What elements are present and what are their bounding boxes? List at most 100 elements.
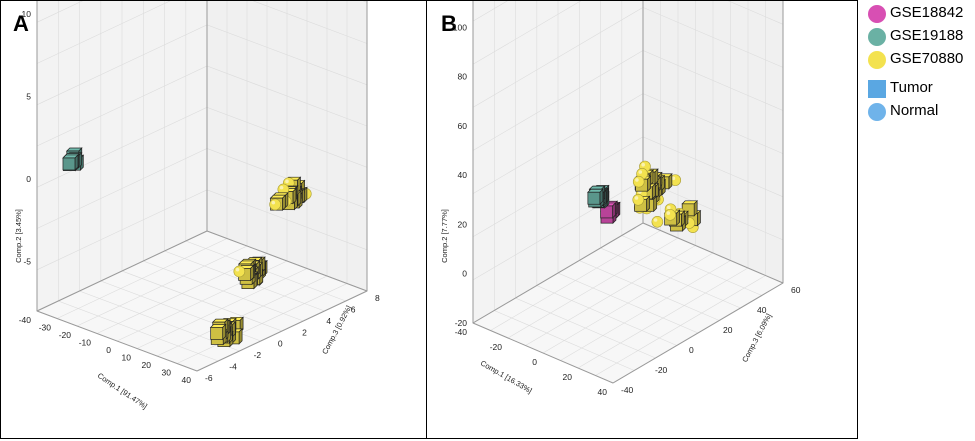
x-tick-label: -40 <box>19 315 32 325</box>
x-tick-label: -40 <box>455 327 468 337</box>
z-axis-label: Comp.3 [0.92%] <box>320 304 353 356</box>
y-tick-label: 5 <box>26 92 31 102</box>
legend-label-tumor: Tumor <box>890 79 933 96</box>
legend-swatch-gse18842 <box>868 5 886 23</box>
x-tick-label: -20 <box>59 330 72 340</box>
plot-box <box>35 1 369 372</box>
box-edge <box>36 310 198 372</box>
sphere-highlight <box>235 267 240 272</box>
data-points <box>587 160 702 233</box>
sphere-highlight <box>279 185 284 190</box>
cube-side <box>654 168 659 185</box>
legend: GSE18842 GSE19188 GSE70880 Tumor Normal <box>866 2 975 123</box>
tumor-cube-gse70880 <box>209 323 227 341</box>
x-tick-label: 40 <box>598 387 608 397</box>
sphere-highlight <box>641 162 645 167</box>
cube-side <box>693 199 698 217</box>
tumor-cube-gse19188 <box>62 154 79 171</box>
z-tick-label: 40 <box>757 305 767 315</box>
z-tick-label: 60 <box>791 285 801 295</box>
sphere-highlight <box>671 176 676 181</box>
plot-box <box>472 1 784 384</box>
z-tick-label: 20 <box>723 325 733 335</box>
legend-label-gse18842: GSE18842 <box>890 4 964 21</box>
x-axis-label: Comp.1 [91.47%] <box>96 371 149 411</box>
panel-a: A -40 -30 -20 -10 0 10 20 30 40 -6 -4 -2 0 2 4 6 8 -5 0 5 10… <box>0 0 427 439</box>
legend-square-icon <box>868 80 886 98</box>
x-tick-label: 20 <box>563 372 573 382</box>
ticks: -40-2002040-40-200204060-200204060801001… <box>453 22 801 397</box>
sphere-highlight <box>634 196 639 200</box>
z-tick-label: -4 <box>229 362 237 372</box>
y-tick-label: 10 <box>22 9 32 19</box>
cube-side <box>238 328 243 345</box>
y-axis-label: Comp.2 [7.77%] <box>440 209 449 263</box>
y-tick-label: 80 <box>458 72 468 82</box>
cube-side <box>681 210 685 227</box>
x-tick-label: -10 <box>79 338 92 348</box>
z-tick-label: 6 <box>351 304 356 314</box>
cube-side <box>651 183 656 200</box>
panel-a-letter: A <box>13 11 29 36</box>
z-tick-label: -6 <box>205 373 213 383</box>
sphere-highlight <box>653 218 658 222</box>
chart-b-svg: -40-2002040-40-200204060-200204060801001… <box>440 1 801 397</box>
sphere-highlight <box>271 200 276 205</box>
cube-front <box>587 191 601 205</box>
box-edges <box>472 1 784 384</box>
sphere-highlight <box>635 178 639 182</box>
y-tick-label: -5 <box>23 257 31 267</box>
cube-side <box>647 175 651 193</box>
normal-sphere-gse70880 <box>632 175 645 188</box>
legend-swatch-gse70880 <box>868 51 886 69</box>
y-tick-label: 40 <box>458 170 468 180</box>
sphere-highlight <box>638 170 643 174</box>
z-tick-label: -20 <box>655 365 668 375</box>
panel-b-letter: B <box>441 11 457 36</box>
cube-side <box>599 188 604 206</box>
z-tick-label: 0 <box>689 345 694 355</box>
z-tick-label: 4 <box>326 316 331 326</box>
grid-line <box>472 1 784 65</box>
normal-sphere-gse70880 <box>233 265 246 278</box>
cube-side <box>250 264 254 282</box>
grid-line <box>36 1 368 64</box>
cube-side <box>646 195 650 213</box>
box-edge <box>196 290 368 372</box>
legend-label-gse70880: GSE70880 <box>890 50 964 67</box>
y-tick-label: 0 <box>26 174 31 184</box>
y-tick-label: 0 <box>462 269 467 279</box>
y-tick-label: 20 <box>458 219 468 229</box>
x-tick-label: 0 <box>106 345 111 355</box>
box-edge <box>206 230 368 292</box>
x-tick-label: 20 <box>142 360 152 370</box>
y-axis-label: Comp.2 [3.45%] <box>14 209 23 263</box>
x-tick-label: 0 <box>532 357 537 367</box>
x-tick-label: -30 <box>39 323 52 333</box>
cube-front <box>62 157 76 171</box>
data-points <box>62 147 312 348</box>
z-tick-label: 8 <box>375 293 380 303</box>
normal-sphere-gse70880 <box>651 215 664 228</box>
cube-side <box>612 202 616 219</box>
box-edge <box>472 222 644 324</box>
x-tick-label: -20 <box>490 342 503 352</box>
sphere-highlight <box>666 211 671 215</box>
cube-side <box>653 195 658 213</box>
legend-item-gse70880: GSE70880 <box>866 48 975 71</box>
z-tick-label: 2 <box>302 327 307 337</box>
cube-side <box>297 189 302 207</box>
legend-label-gse19188: GSE19188 <box>890 27 964 44</box>
x-tick-label: 40 <box>182 375 192 385</box>
sphere-highlight <box>285 179 289 184</box>
cube-side <box>697 209 701 227</box>
box-edge <box>36 230 208 312</box>
normal-sphere-gse70880 <box>664 209 676 221</box>
normal-sphere-gse70880 <box>269 198 281 211</box>
legend-item-tumor: Tumor <box>866 77 975 100</box>
y-tick-label: 100 <box>453 22 467 32</box>
z-tick-label: 0 <box>278 339 283 349</box>
legend-item-gse19188: GSE19188 <box>866 25 975 48</box>
cube-front <box>210 327 224 340</box>
sphere-highlight <box>666 205 671 210</box>
